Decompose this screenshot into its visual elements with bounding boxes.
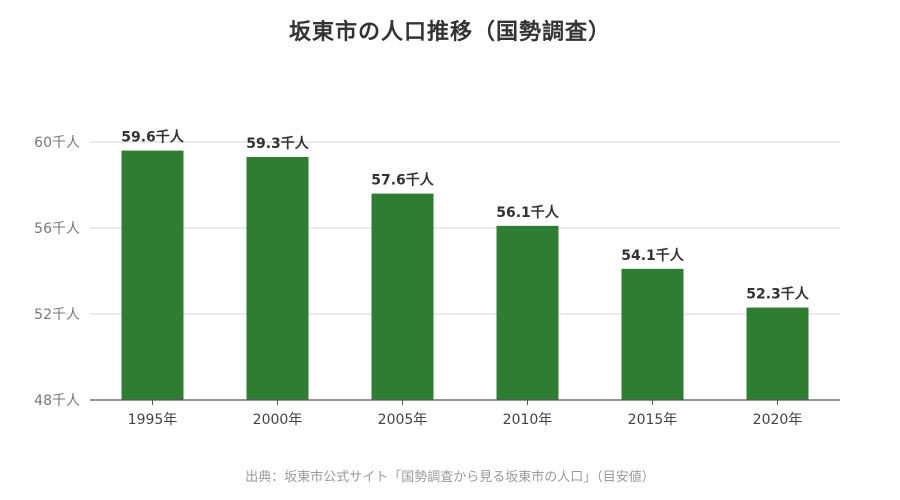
source-note: 出典：坂東市公式サイト「国勢調査から見る坂東市の人口」（目安値） xyxy=(245,470,655,485)
bars xyxy=(121,150,809,400)
bar xyxy=(121,150,184,400)
x-tick-label: 2010年 xyxy=(503,412,553,428)
x-tick-label: 2000年 xyxy=(253,412,303,428)
data-label: 52.3千人 xyxy=(746,286,810,303)
x-tick-label: 2020年 xyxy=(753,412,803,428)
y-tick-label: 56千人 xyxy=(34,221,80,237)
x-tick-label: 2005年 xyxy=(378,412,428,428)
bar xyxy=(496,225,559,400)
data-label: 59.3千人 xyxy=(246,135,310,152)
y-tick-label: 48千人 xyxy=(34,393,80,409)
x-tick-label: 1995年 xyxy=(128,412,178,428)
x-tick-label: 2015年 xyxy=(628,412,678,428)
y-tick-label: 52千人 xyxy=(34,307,80,323)
data-label: 57.6千人 xyxy=(371,172,435,189)
axes xyxy=(90,399,840,405)
bar xyxy=(246,157,309,400)
bar xyxy=(371,193,434,400)
data-label: 54.1千人 xyxy=(621,247,685,264)
bar xyxy=(621,268,684,400)
data-label: 56.1千人 xyxy=(496,204,560,221)
bar xyxy=(746,307,809,400)
data-label: 59.6千人 xyxy=(121,129,185,146)
grid-lines xyxy=(90,141,840,315)
chart-title: 坂東市の人口推移（国勢調査） xyxy=(288,20,611,45)
y-tick-label: 60千人 xyxy=(34,135,80,151)
labels: 48千人 52千人 56千人 60千人 1995年 59.6千人 2000年 59.3千人 20… xyxy=(34,129,810,428)
